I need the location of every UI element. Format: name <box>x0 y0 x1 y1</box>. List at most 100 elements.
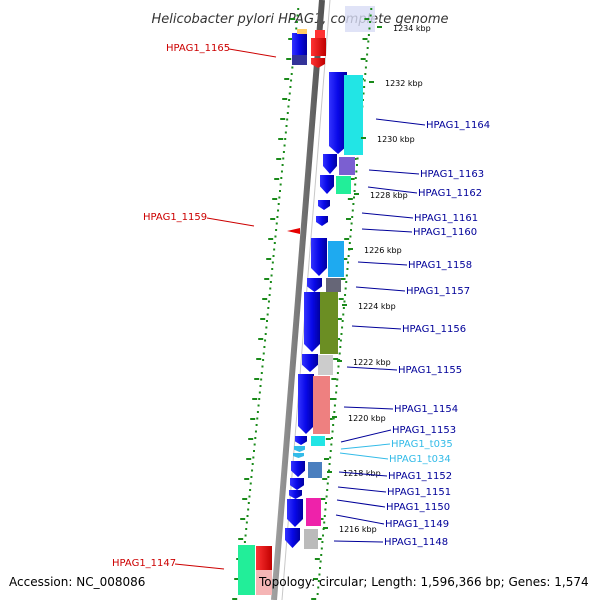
minor-tick <box>244 478 250 480</box>
gene-label: HPAG1_1164 <box>426 120 490 131</box>
minor-tick <box>336 318 342 320</box>
minor-tick <box>242 498 248 500</box>
genome-backbone <box>271 0 325 600</box>
minor-tick <box>280 118 286 120</box>
minor-tick <box>262 298 268 300</box>
feature-1162 <box>320 175 334 194</box>
minor-tick <box>260 318 266 320</box>
minor-tick <box>268 238 274 240</box>
minor-tick <box>331 378 337 380</box>
feature-layer <box>238 29 363 595</box>
minor-tick <box>346 218 352 220</box>
minor-tick <box>290 18 296 20</box>
minor-tick <box>347 198 353 200</box>
feature-1156-olive <box>320 292 338 354</box>
feature-1165-red-arrow <box>311 58 325 68</box>
accession-text: Accession: NC_008086 <box>9 575 145 589</box>
minor-tick <box>234 578 240 580</box>
minor-tick <box>342 258 348 260</box>
minor-tick <box>250 418 256 420</box>
minor-tick <box>238 538 244 540</box>
minor-tick <box>286 58 292 60</box>
feature-1156 <box>304 292 320 352</box>
minor-tick <box>314 558 320 560</box>
scale-label: 1220 kbp <box>348 414 386 423</box>
minor-tick <box>254 378 260 380</box>
minor-tick <box>333 358 339 360</box>
scale-label: 1216 kbp <box>339 525 377 534</box>
feature-1162-green <box>336 176 351 194</box>
minor-tick <box>338 298 344 300</box>
minor-tick <box>325 438 331 440</box>
minor-tick <box>364 18 370 20</box>
scale-label: 1224 kbp <box>358 302 396 311</box>
minor-tick <box>256 358 262 360</box>
minor-tick <box>349 178 355 180</box>
minor-tick <box>276 158 282 160</box>
feature-1158 <box>311 238 327 276</box>
feature-1148 <box>285 528 300 548</box>
feature-1150 <box>289 490 302 499</box>
feature-1148-grey <box>304 529 318 549</box>
gene-labels: HPAG1_1165 HPAG1_1159 HPAG1_1147 HPAG1_1164… <box>112 43 490 570</box>
feature-1152-steel <box>308 462 322 478</box>
minor-tick <box>252 398 258 400</box>
gene-label: HPAG1_1154 <box>394 404 458 415</box>
feature-1165-a <box>292 33 307 55</box>
gene-label: HPAG1_t035 <box>391 439 453 450</box>
feature-1164 <box>329 72 347 154</box>
minor-tick <box>313 578 319 580</box>
minor-tick <box>288 38 294 40</box>
scale-label: 1228 kbp <box>370 191 408 200</box>
feature-1147-green <box>238 545 255 595</box>
scale-label: 1232 kbp <box>385 79 423 88</box>
gene-label: HPAG1_1153 <box>392 425 456 436</box>
minor-tick <box>272 198 278 200</box>
feature-1151 <box>290 478 304 490</box>
feature-1160 <box>316 216 328 226</box>
gene-label: HPAG1_1155 <box>398 365 462 376</box>
minor-tick <box>284 78 290 80</box>
gene-label: HPAG1_1163 <box>420 169 484 180</box>
gene-label: HPAG1_1158 <box>408 260 472 271</box>
gene-label: HPAG1_1159 <box>143 212 207 223</box>
scale-label: 1222 kbp <box>353 358 391 367</box>
gene-label: HPAG1_1162 <box>418 188 482 199</box>
gene-label: HPAG1_1148 <box>384 537 448 548</box>
feature-1153 <box>295 436 307 445</box>
minor-tick <box>311 598 317 600</box>
minor-tick <box>324 458 330 460</box>
feature-red-top <box>315 30 325 38</box>
feature-1154-pink <box>313 376 330 434</box>
gene-label: HPAG1_1149 <box>385 519 449 530</box>
feature-1165-b <box>292 55 307 65</box>
gene-label: HPAG1_1151 <box>387 487 451 498</box>
minor-tick <box>360 58 366 60</box>
minor-tick <box>362 38 368 40</box>
gene-label: HPAG1_1150 <box>386 502 450 513</box>
minor-tick <box>248 438 254 440</box>
gene-label: HPAG1_1161 <box>414 213 478 224</box>
feature-1159 <box>287 228 300 234</box>
minor-tick <box>258 338 264 340</box>
minor-tick <box>316 538 322 540</box>
scale-label: 1230 kbp <box>377 135 415 144</box>
feature-1157 <box>307 278 322 292</box>
minor-tick <box>318 518 324 520</box>
minor-tick <box>322 478 328 480</box>
feature-yellow <box>297 29 307 34</box>
minor-tick <box>278 138 284 140</box>
feature-1155-grey <box>318 355 333 375</box>
gene-label: HPAG1_1160 <box>413 227 477 238</box>
minor-tick <box>232 598 238 600</box>
feature-1147-red <box>256 546 272 570</box>
feature-t035 <box>294 446 305 452</box>
feature-1161 <box>318 200 330 210</box>
gene-label: HPAG1_1157 <box>406 286 470 297</box>
feature-1154 <box>298 374 314 434</box>
minor-tick <box>246 458 252 460</box>
feature-1157-grey <box>326 278 341 292</box>
feature-1164-cyan <box>344 75 363 155</box>
feature-1147-pink <box>256 570 272 595</box>
